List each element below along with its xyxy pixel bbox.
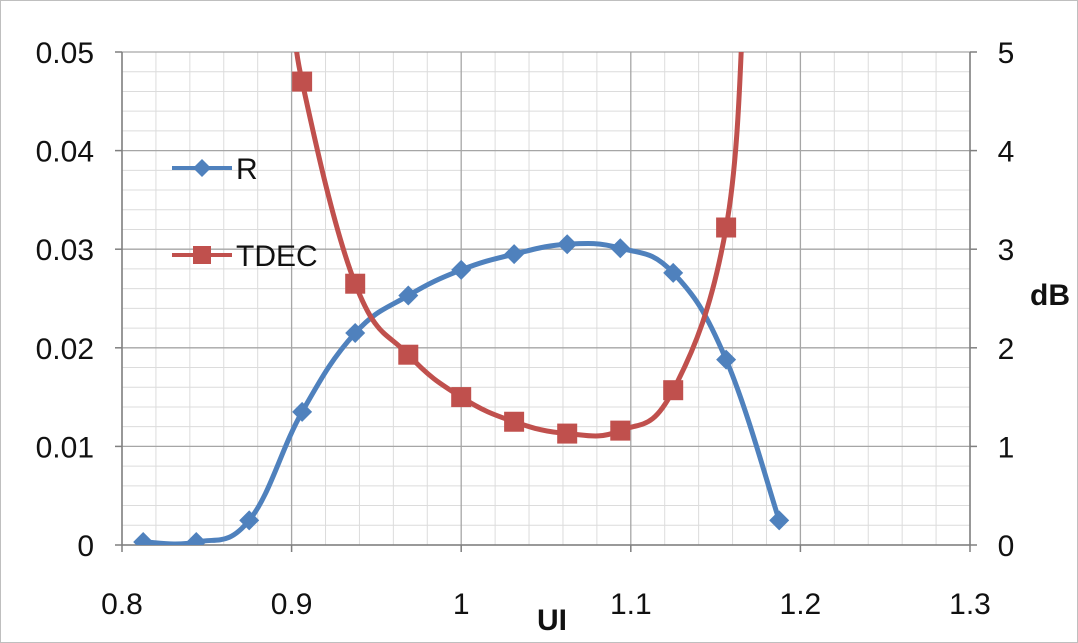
tick-labels: 0.8 0.9 1 1.1 1.2 1.300.010.020.030.040.05012… bbox=[36, 37, 1015, 621]
left-tick-label: 0.03 bbox=[36, 234, 94, 267]
right-tick-label: 0 bbox=[998, 530, 1015, 563]
left-tick-label: 0 bbox=[77, 530, 94, 563]
axes bbox=[115, 51, 977, 552]
data-point-r bbox=[716, 349, 737, 370]
series-r bbox=[133, 234, 790, 545]
series-layer bbox=[133, 52, 790, 545]
right-tick-label: 3 bbox=[998, 234, 1015, 267]
data-point-r bbox=[239, 510, 260, 531]
x-tick-label: 1 bbox=[453, 588, 470, 621]
x-tick-label: 0.8 bbox=[101, 588, 143, 621]
right-tick-label: 4 bbox=[998, 136, 1015, 169]
left-tick-label: 0.05 bbox=[36, 37, 94, 70]
data-point-r bbox=[345, 323, 366, 344]
data-point-r bbox=[292, 401, 313, 422]
left-tick-label: 0.01 bbox=[36, 431, 94, 464]
data-point-r bbox=[451, 259, 472, 280]
right-axis-title: dB bbox=[1030, 279, 1070, 312]
data-point-tdec bbox=[504, 411, 525, 432]
data-point-r bbox=[504, 244, 525, 265]
series-tdec bbox=[292, 52, 744, 444]
legend: R TDEC bbox=[172, 153, 318, 273]
right-tick-label: 5 bbox=[998, 37, 1015, 70]
x-tick-label: 1.3 bbox=[949, 588, 991, 621]
legend-item-tdec: TDEC bbox=[172, 240, 318, 273]
data-point-tdec bbox=[398, 344, 419, 365]
x-axis-title: UI bbox=[537, 604, 567, 637]
legend-item-r: R bbox=[172, 153, 258, 186]
left-tick-label: 0.02 bbox=[36, 333, 94, 366]
legend-marker-r bbox=[193, 159, 211, 177]
x-tick-label: 1.1 bbox=[610, 588, 652, 621]
data-point-r bbox=[398, 285, 419, 306]
data-point-r bbox=[610, 238, 631, 259]
legend-marker-tdec bbox=[193, 246, 211, 264]
data-point-tdec bbox=[716, 217, 737, 238]
left-tick-label: 0.04 bbox=[36, 136, 94, 169]
data-point-tdec bbox=[663, 380, 684, 401]
data-point-r bbox=[769, 510, 790, 531]
right-tick-label: 2 bbox=[998, 333, 1015, 366]
data-point-tdec bbox=[292, 71, 313, 92]
right-tick-label: 1 bbox=[998, 431, 1015, 464]
data-point-tdec bbox=[610, 420, 631, 441]
data-point-r bbox=[557, 234, 578, 255]
x-tick-label: 1.2 bbox=[780, 588, 822, 621]
data-point-r bbox=[663, 262, 684, 283]
data-point-r bbox=[133, 532, 154, 545]
data-point-tdec bbox=[557, 423, 578, 444]
legend-label-tdec: TDEC bbox=[236, 240, 318, 273]
x-tick-label: 0.9 bbox=[271, 588, 313, 621]
legend-label-r: R bbox=[236, 153, 258, 186]
data-point-tdec bbox=[345, 273, 366, 294]
data-point-tdec bbox=[451, 387, 472, 408]
data-point-r bbox=[186, 532, 207, 545]
